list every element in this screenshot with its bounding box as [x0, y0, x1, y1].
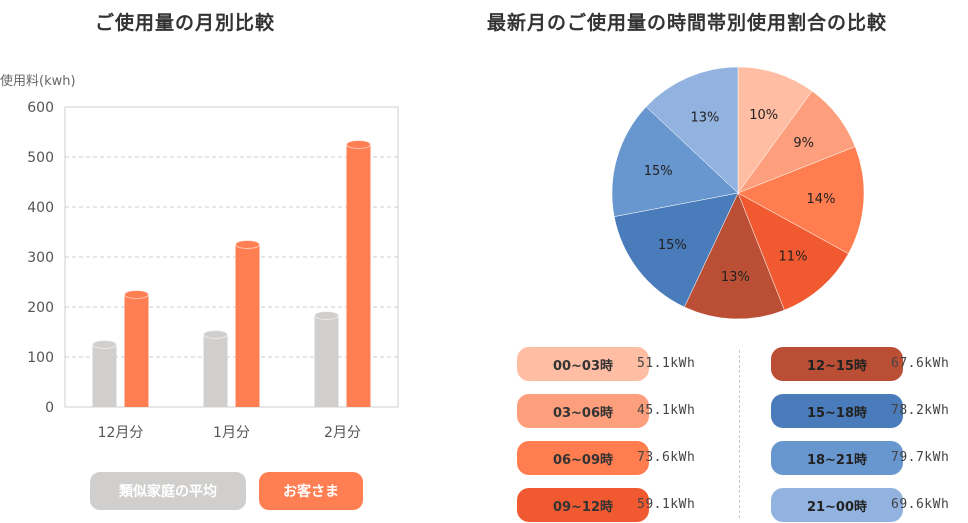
legend-kwh-value: 51.1kWh	[637, 356, 696, 371]
y-tick-label: 600	[27, 100, 54, 116]
legend-kwh-value: 78.2kWh	[891, 403, 950, 418]
bar-cap	[203, 330, 228, 339]
pie-chart: 10% 9% 14% 11% 13% 15% 15% 13%	[611, 66, 865, 320]
legend-kwh-value: 45.1kWh	[637, 403, 696, 418]
y-tick-label: 0	[45, 400, 54, 416]
legend-pill[interactable]: 09~12時	[517, 488, 649, 522]
bar	[203, 330, 228, 407]
pie-slice-label: 14%	[807, 192, 836, 207]
pie-slice	[737, 192, 849, 311]
legend-kwh-value: 79.7kWh	[891, 450, 950, 465]
bar-body	[235, 244, 260, 407]
bar-cap	[346, 140, 371, 149]
pie-slice	[737, 146, 865, 255]
pie-slice	[645, 66, 739, 194]
pie-slice-label: 13%	[721, 270, 750, 285]
y-tick-label: 300	[27, 250, 54, 266]
y-tick-label: 500	[27, 150, 54, 166]
pie-slice-label: 15%	[644, 164, 673, 179]
pie-slice	[613, 192, 739, 308]
legend-kwh-value: 69.6kWh	[891, 497, 950, 512]
legend-pill[interactable]: 00~03時	[517, 347, 649, 381]
bar-cap	[92, 340, 117, 349]
x-tick-label: 1月分	[213, 425, 250, 441]
x-tick-label: 2月分	[324, 425, 361, 441]
pie-chart-title: 最新月のご使用量の時間帯別使用割合の比較	[487, 12, 888, 34]
pie-slice-label: 10%	[749, 108, 778, 123]
bar	[346, 140, 371, 407]
pie-slice-label: 9%	[793, 136, 814, 151]
pie-slice-label: 15%	[658, 238, 687, 253]
legend-similar-households-label: 類似家庭の平均	[119, 484, 217, 500]
bar-cap	[235, 240, 260, 249]
legend-kwh-value: 67.6kWh	[891, 356, 950, 371]
bar	[92, 340, 117, 407]
legend-kwh-value: 73.6kWh	[637, 450, 696, 465]
pie-slice	[684, 192, 785, 320]
bar-body	[203, 334, 228, 407]
y-tick-label: 400	[27, 200, 54, 216]
legend-customer[interactable]: お客さま	[259, 472, 363, 510]
legend-divider	[739, 350, 740, 518]
bar	[314, 311, 339, 407]
legend-pill[interactable]: 06~09時	[517, 441, 649, 475]
y-tick-label: 100	[27, 350, 54, 366]
legend-similar-households[interactable]: 類似家庭の平均	[90, 472, 246, 510]
legend-kwh-value: 59.1kWh	[637, 497, 696, 512]
x-tick-label: 12月分	[98, 425, 144, 441]
legend-pill[interactable]: 03~06時	[517, 394, 649, 428]
y-tick-label: 200	[27, 300, 54, 316]
pie-slice	[737, 66, 813, 194]
bar-cap	[314, 311, 339, 320]
bar-body	[346, 144, 371, 407]
bar-body	[314, 315, 339, 407]
legend-customer-label: お客さま	[283, 484, 339, 500]
pie-slice	[611, 106, 739, 217]
legend-pill[interactable]: 21~00時	[771, 488, 903, 522]
bar-cap	[124, 290, 149, 299]
bar-chart: 0 100 200 300 400 500 600 12月分 1月分 2月分	[27, 100, 399, 441]
bar-chart-title: ご使用量の月別比較	[95, 12, 276, 34]
legend-pill[interactable]: 18~21時	[771, 441, 903, 475]
y-axis-label: 使用料(kwh)	[0, 74, 76, 89]
pie-slice-label: 11%	[779, 249, 808, 264]
bar-body	[124, 294, 149, 407]
bar-body	[92, 344, 117, 407]
pie-slice-label: 13%	[691, 111, 720, 126]
bar	[235, 240, 260, 407]
bar	[124, 290, 149, 407]
legend-pill[interactable]: 15~18時	[771, 394, 903, 428]
legend-pill[interactable]: 12~15時	[771, 347, 903, 381]
